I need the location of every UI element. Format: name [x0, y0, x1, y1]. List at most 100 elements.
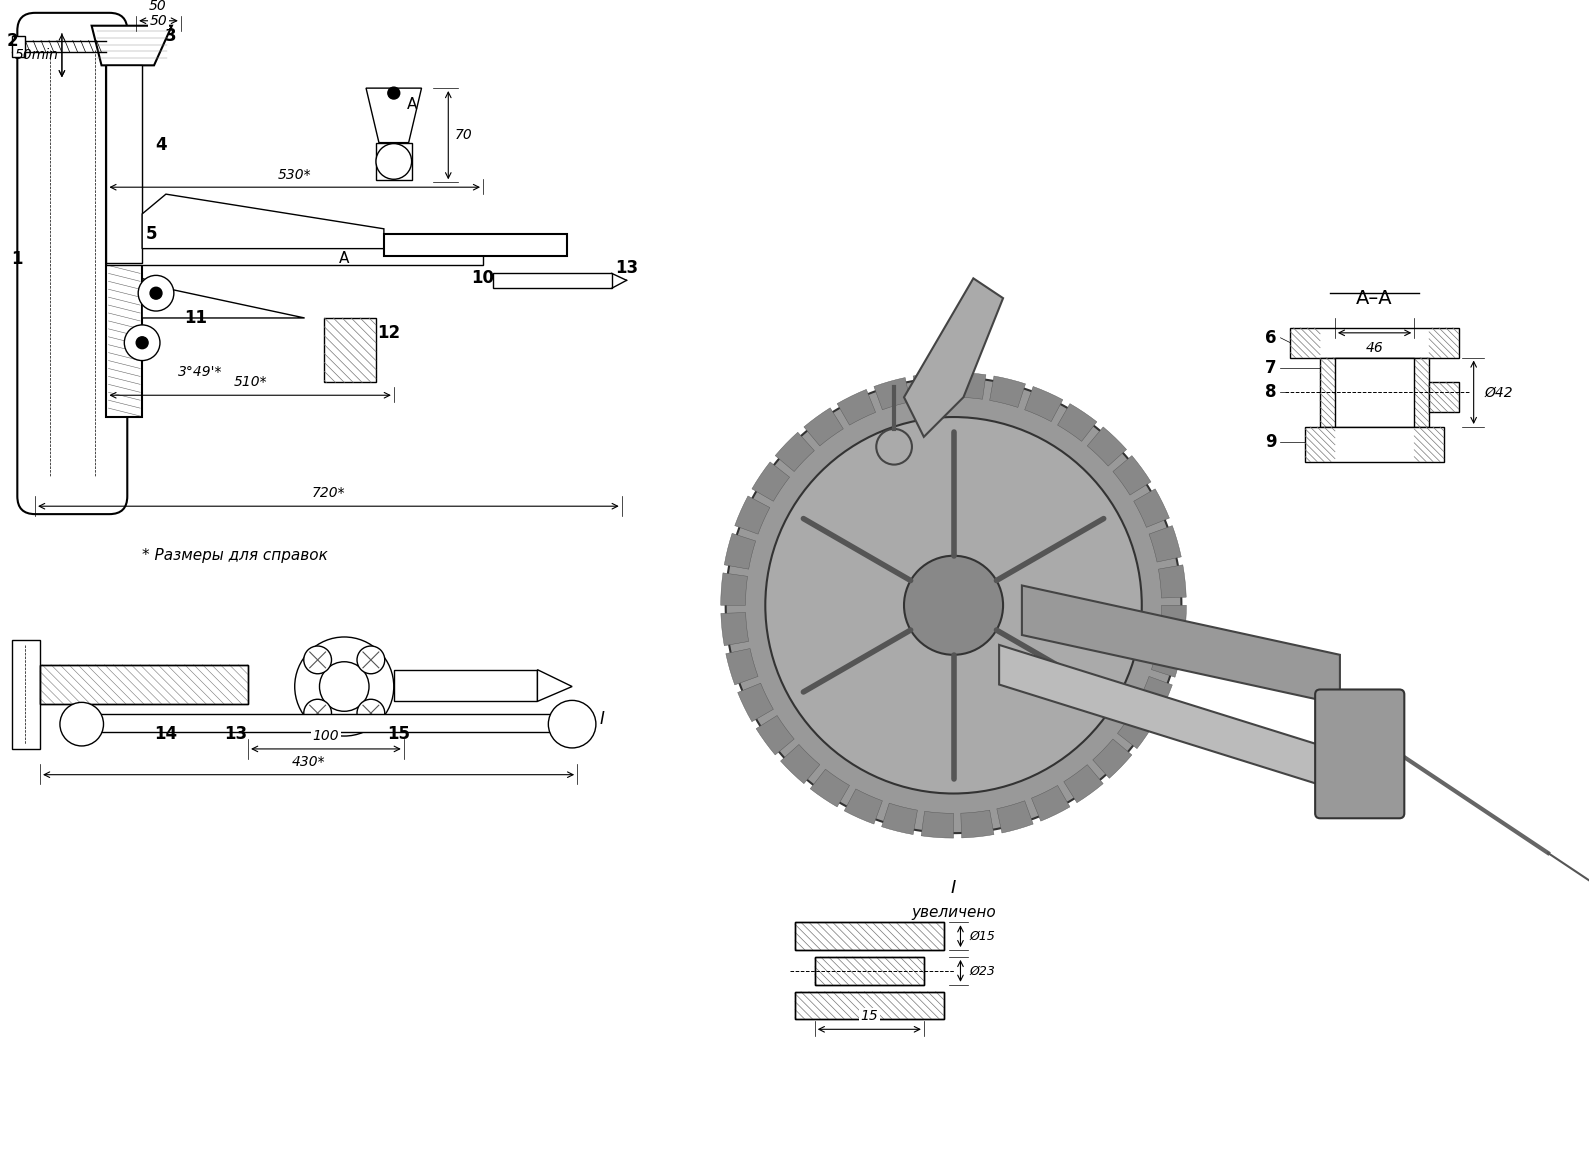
Circle shape [136, 336, 148, 349]
Text: 100: 100 [313, 729, 340, 743]
Polygon shape [776, 432, 814, 472]
Polygon shape [1031, 785, 1069, 821]
Bar [1291, 328, 1459, 357]
Polygon shape [875, 377, 910, 410]
Circle shape [766, 417, 1141, 793]
Text: 1: 1 [11, 250, 22, 267]
Circle shape [303, 700, 332, 726]
Bar [107, 65, 142, 264]
Text: 510*: 510* [233, 375, 267, 389]
Polygon shape [961, 811, 994, 837]
Polygon shape [726, 377, 1181, 833]
FancyBboxPatch shape [18, 13, 128, 514]
Circle shape [61, 702, 104, 746]
Polygon shape [1138, 676, 1173, 715]
Polygon shape [1025, 387, 1063, 422]
Bar [795, 923, 943, 950]
Circle shape [319, 662, 369, 711]
Bar [107, 244, 484, 265]
Text: Ø23: Ø23 [969, 965, 996, 978]
Polygon shape [721, 612, 749, 646]
Polygon shape [844, 788, 883, 825]
Text: 13: 13 [614, 259, 638, 278]
Bar [816, 957, 924, 985]
Polygon shape [142, 278, 305, 318]
Polygon shape [365, 88, 421, 142]
Circle shape [150, 287, 161, 299]
Polygon shape [990, 376, 1026, 408]
Polygon shape [1093, 739, 1132, 778]
Text: A: A [338, 251, 350, 266]
Text: Ø42: Ø42 [1484, 385, 1513, 399]
Text: A: A [407, 97, 417, 112]
Bar [1306, 427, 1444, 461]
Polygon shape [757, 716, 795, 755]
Bar [394, 669, 538, 701]
Bar [40, 665, 247, 704]
Text: 14: 14 [155, 725, 177, 743]
Circle shape [124, 325, 160, 361]
Polygon shape [1160, 605, 1186, 638]
Circle shape [549, 701, 595, 748]
Polygon shape [1151, 641, 1183, 677]
Circle shape [903, 556, 1002, 655]
Bar [1334, 357, 1414, 427]
Text: 430*: 430* [292, 755, 326, 769]
Text: 12: 12 [377, 324, 401, 342]
Polygon shape [780, 744, 820, 784]
Polygon shape [903, 278, 1002, 437]
Text: 9: 9 [1264, 433, 1277, 451]
Circle shape [295, 637, 394, 736]
Text: 4: 4 [155, 135, 168, 154]
Text: 8: 8 [1264, 383, 1277, 402]
Polygon shape [913, 373, 946, 401]
Text: увеличено: увеличено [911, 905, 996, 920]
Text: 50: 50 [148, 0, 168, 13]
Polygon shape [538, 669, 571, 701]
Text: 13: 13 [223, 725, 247, 743]
Bar [324, 318, 377, 382]
Bar [107, 30, 142, 417]
Polygon shape [921, 812, 953, 839]
Circle shape [388, 88, 399, 99]
Circle shape [358, 646, 385, 674]
Polygon shape [142, 194, 385, 249]
Polygon shape [999, 645, 1379, 804]
Polygon shape [13, 35, 26, 57]
Text: 720*: 720* [311, 486, 345, 500]
Polygon shape [811, 770, 849, 807]
Polygon shape [737, 683, 774, 722]
Bar [13, 640, 40, 749]
Polygon shape [721, 572, 747, 605]
Bar [795, 923, 943, 950]
FancyBboxPatch shape [1315, 689, 1404, 819]
Text: 15: 15 [860, 1009, 878, 1023]
Circle shape [377, 144, 412, 179]
Bar [377, 142, 412, 180]
Text: I: I [951, 878, 956, 897]
Polygon shape [726, 648, 758, 684]
Bar [81, 715, 578, 732]
Text: 15: 15 [388, 725, 410, 743]
Bar [816, 957, 924, 985]
Text: 50min: 50min [16, 48, 59, 62]
Polygon shape [838, 389, 876, 425]
Text: 11: 11 [184, 310, 207, 327]
Bar [40, 665, 247, 704]
Text: A–A: A–A [1357, 288, 1393, 307]
Polygon shape [1133, 489, 1170, 527]
Polygon shape [1112, 456, 1151, 495]
Text: 46: 46 [1366, 341, 1384, 355]
Polygon shape [734, 496, 769, 534]
Polygon shape [1159, 565, 1186, 598]
Text: 10: 10 [471, 270, 495, 287]
Circle shape [876, 429, 911, 465]
Text: 5: 5 [145, 224, 156, 243]
Circle shape [303, 646, 332, 674]
Bar [795, 992, 943, 1020]
Polygon shape [1087, 427, 1127, 466]
Text: Ø15: Ø15 [969, 930, 996, 943]
Bar [795, 992, 943, 1020]
Text: I: I [600, 710, 605, 728]
Polygon shape [725, 534, 755, 569]
